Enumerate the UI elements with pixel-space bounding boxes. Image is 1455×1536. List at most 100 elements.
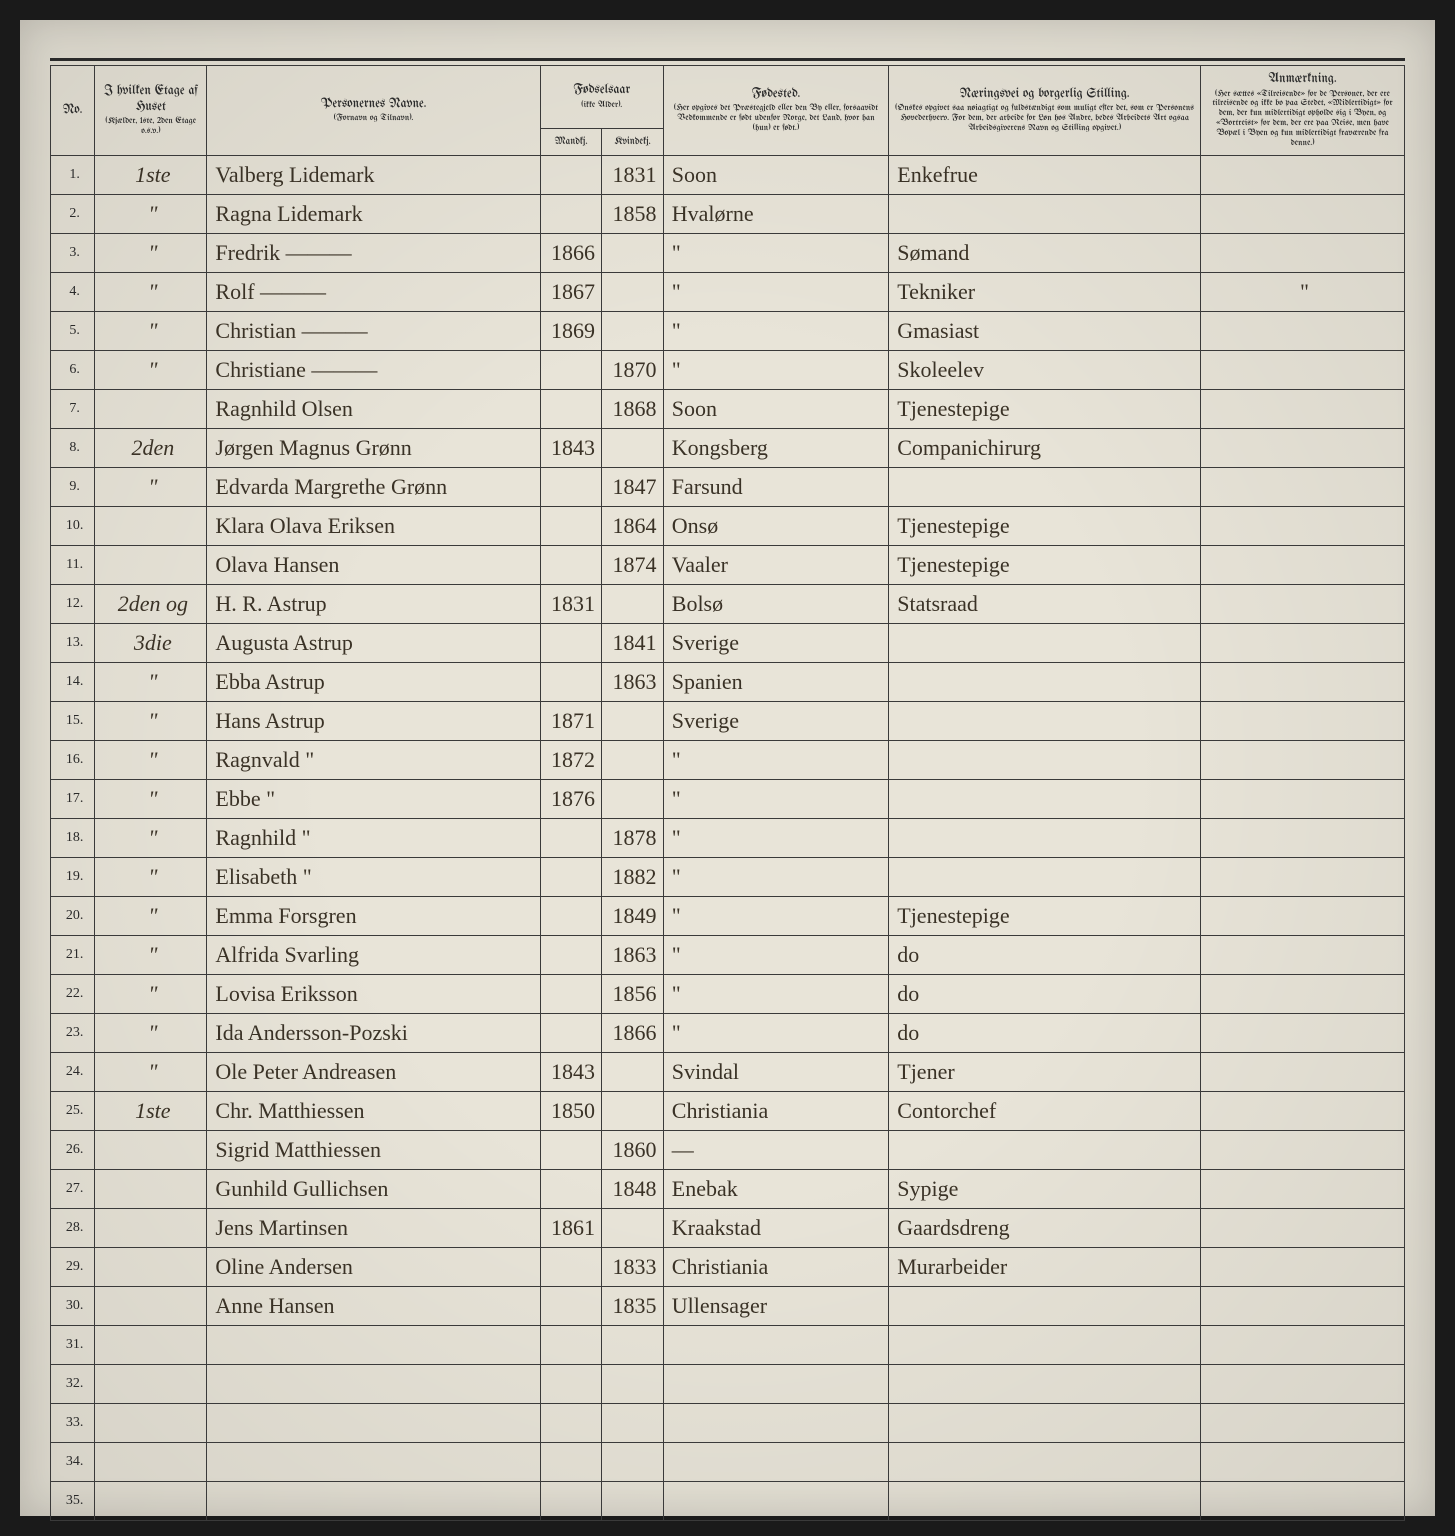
cell-occupation: Companichirurg <box>889 428 1201 467</box>
cell-occupation: Tjenestepige <box>889 389 1201 428</box>
cell-name <box>207 1481 540 1520</box>
cell-name <box>207 1364 540 1403</box>
cell-name: Jørgen Magnus Grønn <box>207 428 540 467</box>
cell-no: 3. <box>51 233 95 272</box>
cell-name: Christian ——— <box>207 311 540 350</box>
table-row: 21."Alfrida Svarling1863"do <box>51 935 1405 974</box>
cell-year-male: 1850 <box>540 1091 601 1130</box>
cell-remarks <box>1201 857 1405 896</box>
cell-birthplace: Ullensager <box>663 1286 888 1325</box>
cell-no: 4. <box>51 272 95 311</box>
cell-year-male: 1872 <box>540 740 601 779</box>
cell-floor <box>95 1247 207 1286</box>
cell-year-male <box>540 974 601 1013</box>
cell-birthplace: Soon <box>663 155 888 194</box>
cell-no: 20. <box>51 896 95 935</box>
cell-name: Anne Hansen <box>207 1286 540 1325</box>
header-name-label: Personernes Navne. <box>321 98 426 111</box>
cell-birthplace: " <box>663 818 888 857</box>
header-remarks-label: Anmærkning. <box>1268 73 1336 86</box>
cell-year-male: 1869 <box>540 311 601 350</box>
cell-remarks <box>1201 1364 1405 1403</box>
cell-year-female <box>602 1052 663 1091</box>
table-row: 14."Ebba Astrup1863Spanien <box>51 662 1405 701</box>
cell-occupation: Tjenestepige <box>889 896 1201 935</box>
cell-no: 33. <box>51 1403 95 1442</box>
cell-birthplace: Onsø <box>663 506 888 545</box>
cell-floor: " <box>95 1052 207 1091</box>
cell-year-male <box>540 1481 601 1520</box>
cell-no: 26. <box>51 1130 95 1169</box>
cell-floor <box>95 1325 207 1364</box>
cell-name: Lovisa Eriksson <box>207 974 540 1013</box>
cell-occupation <box>889 1442 1201 1481</box>
cell-year-female: 1860 <box>602 1130 663 1169</box>
cell-year-male: 1876 <box>540 779 601 818</box>
cell-name: Ragnhild Olsen <box>207 389 540 428</box>
table-row: 35. <box>51 1481 1405 1520</box>
cell-no: 29. <box>51 1247 95 1286</box>
cell-year-female <box>602 1442 663 1481</box>
cell-year-female: 1833 <box>602 1247 663 1286</box>
cell-year-female: 1874 <box>602 545 663 584</box>
table-row: 19."Elisabeth "1882" <box>51 857 1405 896</box>
cell-floor: 2den <box>95 428 207 467</box>
cell-floor: " <box>95 467 207 506</box>
cell-remarks <box>1201 428 1405 467</box>
census-table: No. I hvilken Etage af Huset (Kjælder, 1… <box>50 65 1405 1521</box>
table-row: 12.2den ogH. R. Astrup1831BolsøStatsraad <box>51 584 1405 623</box>
cell-year-male <box>540 545 601 584</box>
cell-year-female: 1856 <box>602 974 663 1013</box>
cell-year-male: 1843 <box>540 428 601 467</box>
cell-no: 6. <box>51 350 95 389</box>
cell-occupation: do <box>889 935 1201 974</box>
cell-birthplace <box>663 1325 888 1364</box>
cell-birthplace: Sverige <box>663 623 888 662</box>
cell-remarks <box>1201 974 1405 1013</box>
header-name-sub: (Fornavn og Tilnavn). <box>211 114 535 124</box>
cell-floor: " <box>95 350 207 389</box>
cell-remarks <box>1201 1130 1405 1169</box>
cell-birthplace: Christiania <box>663 1091 888 1130</box>
cell-occupation <box>889 1130 1201 1169</box>
cell-occupation: Statsraad <box>889 584 1201 623</box>
header-male: Mandkj. <box>540 129 601 156</box>
cell-floor: 3die <box>95 623 207 662</box>
cell-remarks <box>1201 155 1405 194</box>
cell-floor: " <box>95 740 207 779</box>
cell-birthplace: " <box>663 857 888 896</box>
cell-birthplace: " <box>663 272 888 311</box>
cell-year-male <box>540 506 601 545</box>
cell-year-male <box>540 896 601 935</box>
cell-occupation <box>889 1286 1201 1325</box>
cell-birthplace: " <box>663 974 888 1013</box>
table-row: 4."Rolf ———1867"Tekniker" <box>51 272 1405 311</box>
cell-no: 5. <box>51 311 95 350</box>
cell-year-female: 1863 <box>602 935 663 974</box>
cell-occupation: Skoleelev <box>889 350 1201 389</box>
table-row: 2."Ragna Lidemark1858Hvalørne <box>51 194 1405 233</box>
cell-birthplace: " <box>663 935 888 974</box>
cell-remarks <box>1201 1481 1405 1520</box>
cell-remarks <box>1201 389 1405 428</box>
cell-remarks <box>1201 1169 1405 1208</box>
cell-year-male <box>540 389 601 428</box>
cell-occupation <box>889 818 1201 857</box>
header-birthplace-label: Fødested. <box>752 88 800 101</box>
cell-year-male <box>540 350 601 389</box>
header-birthyear: Fødselsaar (ikke Alder). <box>540 66 663 129</box>
cell-year-female: 1847 <box>602 467 663 506</box>
cell-name: Ole Peter Andreasen <box>207 1052 540 1091</box>
header-floor-label: I hvilken Etage af Huset <box>104 85 198 114</box>
census-page: No. I hvilken Etage af Huset (Kjælder, 1… <box>20 20 1435 1516</box>
cell-year-male <box>540 818 601 857</box>
cell-name: Ragnvald " <box>207 740 540 779</box>
cell-year-male: 1843 <box>540 1052 601 1091</box>
cell-no: 18. <box>51 818 95 857</box>
table-row: 3."Fredrik ———1866"Sømand <box>51 233 1405 272</box>
header-name: Personernes Navne. (Fornavn og Tilnavn). <box>207 66 540 156</box>
header-occupation: Næringsvei og borgerlig Stilling. (Ønske… <box>889 66 1201 156</box>
table-row: 9."Edvarda Margrethe Grønn1847Farsund <box>51 467 1405 506</box>
cell-year-male <box>540 1325 601 1364</box>
cell-occupation <box>889 779 1201 818</box>
